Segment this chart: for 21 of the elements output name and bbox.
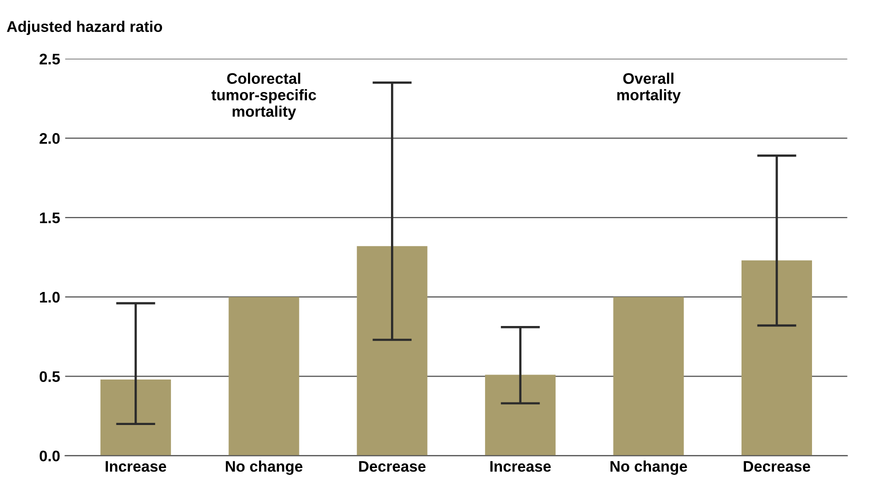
bar xyxy=(228,296,300,456)
bar xyxy=(613,296,684,456)
x-tick-label: No change xyxy=(226,460,302,475)
y-tick-label: 1.5 xyxy=(40,212,60,224)
y-axis-title: Adjusted hazard ratio xyxy=(6,20,162,35)
x-tick-label: Increase xyxy=(490,461,551,472)
x-tick-label: Decrease xyxy=(744,461,810,472)
y-tick-label: 1.0 xyxy=(40,292,60,303)
bar xyxy=(356,246,428,456)
x-tick-label: No change xyxy=(610,460,688,475)
bar xyxy=(100,379,171,456)
y-tick-label: 2.0 xyxy=(40,133,60,144)
bar xyxy=(485,374,556,456)
y-tick-label: 0.0 xyxy=(40,450,60,462)
y-tick-label: 0.5 xyxy=(40,371,60,382)
bar xyxy=(742,260,812,456)
x-tick-label: Increase xyxy=(106,461,166,472)
y-tick-label: 2.5 xyxy=(40,54,60,64)
annotation: Colorectal tumor-specific mortality xyxy=(211,72,316,120)
x-tick-label: Decrease xyxy=(359,461,426,472)
annotation: Overall mortality xyxy=(617,72,681,104)
